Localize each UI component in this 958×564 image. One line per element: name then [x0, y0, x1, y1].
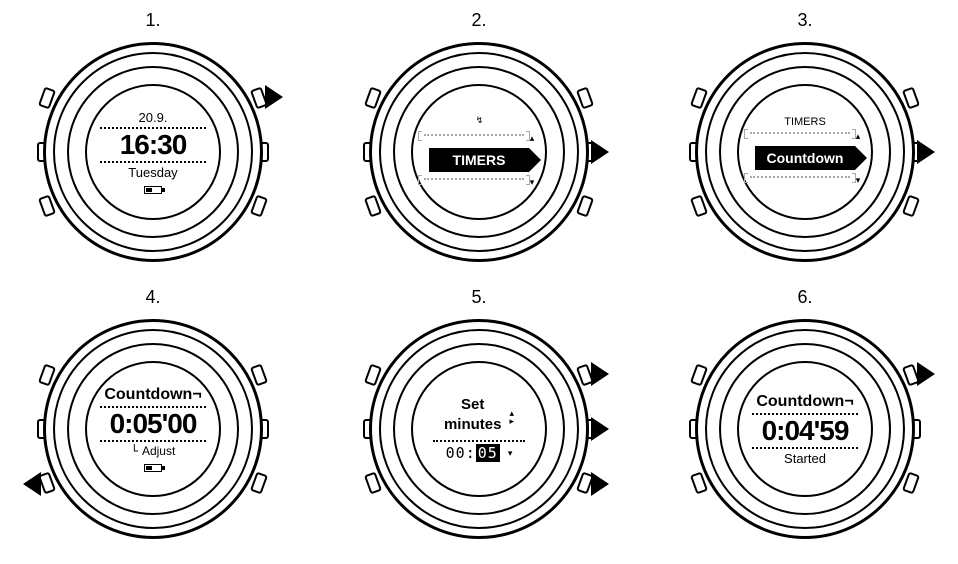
step-2-watch-wrap: ↯ ▴ TIMERS ▾	[349, 37, 609, 267]
divider	[100, 161, 206, 163]
countdown-title: Countdown¬	[756, 393, 853, 411]
scroll-down-icon: ▾	[856, 176, 861, 184]
time-highlight: 05	[476, 444, 500, 462]
step-6-watch-wrap: Countdown¬ 0:04'59 Started	[675, 314, 935, 544]
scroll-up-icon: ▴	[856, 132, 861, 140]
watch-body: Countdown¬ 0:05'00 └ Adjust	[43, 319, 263, 539]
press-top-right-icon	[917, 362, 935, 386]
menu-banner-timers: TIMERS	[429, 148, 529, 172]
battery-icon	[144, 186, 162, 194]
weekday-text: Tuesday	[128, 165, 177, 180]
step-6-label: 6.	[797, 287, 812, 308]
step-3-watch-wrap: TIMERS ▴ Countdown ▾	[675, 37, 935, 267]
time-input: 00:05	[446, 444, 500, 462]
divider	[433, 440, 525, 442]
watch-body: Countdown¬ 0:04'59 Started	[695, 319, 915, 539]
press-top-right-icon	[265, 85, 283, 109]
menu-bracket-below	[750, 176, 850, 184]
battery-icon	[144, 464, 162, 472]
scroll-up-icon: ▴	[530, 134, 535, 142]
right-indicator-icon: ▸	[509, 417, 514, 425]
press-bot-left-icon	[23, 472, 41, 496]
started-text: Started	[784, 451, 826, 466]
watch-face-4: Countdown¬ 0:05'00 └ Adjust	[87, 363, 219, 495]
step-5: 5. Set minutes	[336, 287, 622, 544]
watch-face-1: 20.9. 16:30 Tuesday	[87, 86, 219, 218]
watch-face-6: Countdown¬ 0:04'59 Started	[739, 363, 871, 495]
step-2-label: 2.	[471, 10, 486, 31]
adjust-label: └ Adjust	[131, 444, 176, 458]
press-mid-right-icon	[917, 140, 935, 164]
step-4: 4. Countdown¬ 0:05'00 └	[10, 287, 296, 544]
step-1-watch-wrap: 20.9. 16:30 Tuesday	[23, 37, 283, 267]
bracket-icon: └	[131, 444, 138, 458]
time-text: 16:30	[120, 131, 187, 159]
divider	[100, 440, 206, 442]
adjust-text: Adjust	[142, 444, 175, 458]
step-4-watch-wrap: Countdown¬ 0:05'00 └ Adjust	[23, 314, 283, 544]
step-2: 2. ↯ ▴ TIMERS	[336, 10, 622, 267]
press-bot-right-icon	[591, 472, 609, 496]
divider	[752, 447, 858, 449]
watch-face-3: TIMERS ▴ Countdown ▾	[739, 86, 871, 218]
watch-body: Set minutes ▴ ▸ 00:05 ▾	[369, 319, 589, 539]
menu-bracket-below	[424, 178, 524, 186]
countdown-time: 0:04'59	[762, 417, 849, 445]
step-3-label: 3.	[797, 10, 812, 31]
step-3: 3. TIMERS ▴ Countdown	[662, 10, 948, 267]
step-1: 1. 20.9. 16:30 Tuesday	[10, 10, 296, 267]
step-1-label: 1.	[145, 10, 160, 31]
press-top-right-icon	[591, 362, 609, 386]
watch-face-5: Set minutes ▴ ▸ 00:05 ▾	[413, 363, 545, 495]
watch-face-2: ↯ ▴ TIMERS ▾	[413, 86, 545, 218]
menu-banner-countdown: Countdown	[755, 146, 855, 170]
time-prefix: 00:	[446, 444, 476, 462]
press-mid-right-icon	[591, 417, 609, 441]
set-title-line2: minutes	[444, 417, 502, 434]
countdown-time: 0:05'00	[110, 410, 197, 438]
press-mid-right-icon	[591, 140, 609, 164]
step-6: 6. Countdown¬ 0:04'59 Started	[662, 287, 948, 544]
step-5-label: 5.	[471, 287, 486, 308]
watch-body: 20.9. 16:30 Tuesday	[43, 42, 263, 262]
submenu-header: TIMERS	[784, 116, 826, 128]
watch-body: TIMERS ▴ Countdown ▾	[695, 42, 915, 262]
set-title-line1: Set	[461, 397, 484, 414]
step-4-label: 4.	[145, 287, 160, 308]
scroll-down-icon: ▾	[530, 178, 535, 186]
date-text: 20.9.	[139, 110, 168, 125]
watch-body: ↯ ▴ TIMERS ▾	[369, 42, 589, 262]
menu-bracket-above	[424, 134, 524, 142]
menu-bracket-above	[750, 132, 850, 140]
breadcrumb-icon: ↯	[476, 115, 483, 126]
step-5-watch-wrap: Set minutes ▴ ▸ 00:05 ▾	[349, 314, 609, 544]
down-indicator-icon: ▾	[508, 449, 513, 457]
watch-steps-grid: 1. 20.9. 16:30 Tuesday	[10, 10, 948, 544]
countdown-title: Countdown¬	[104, 386, 201, 404]
